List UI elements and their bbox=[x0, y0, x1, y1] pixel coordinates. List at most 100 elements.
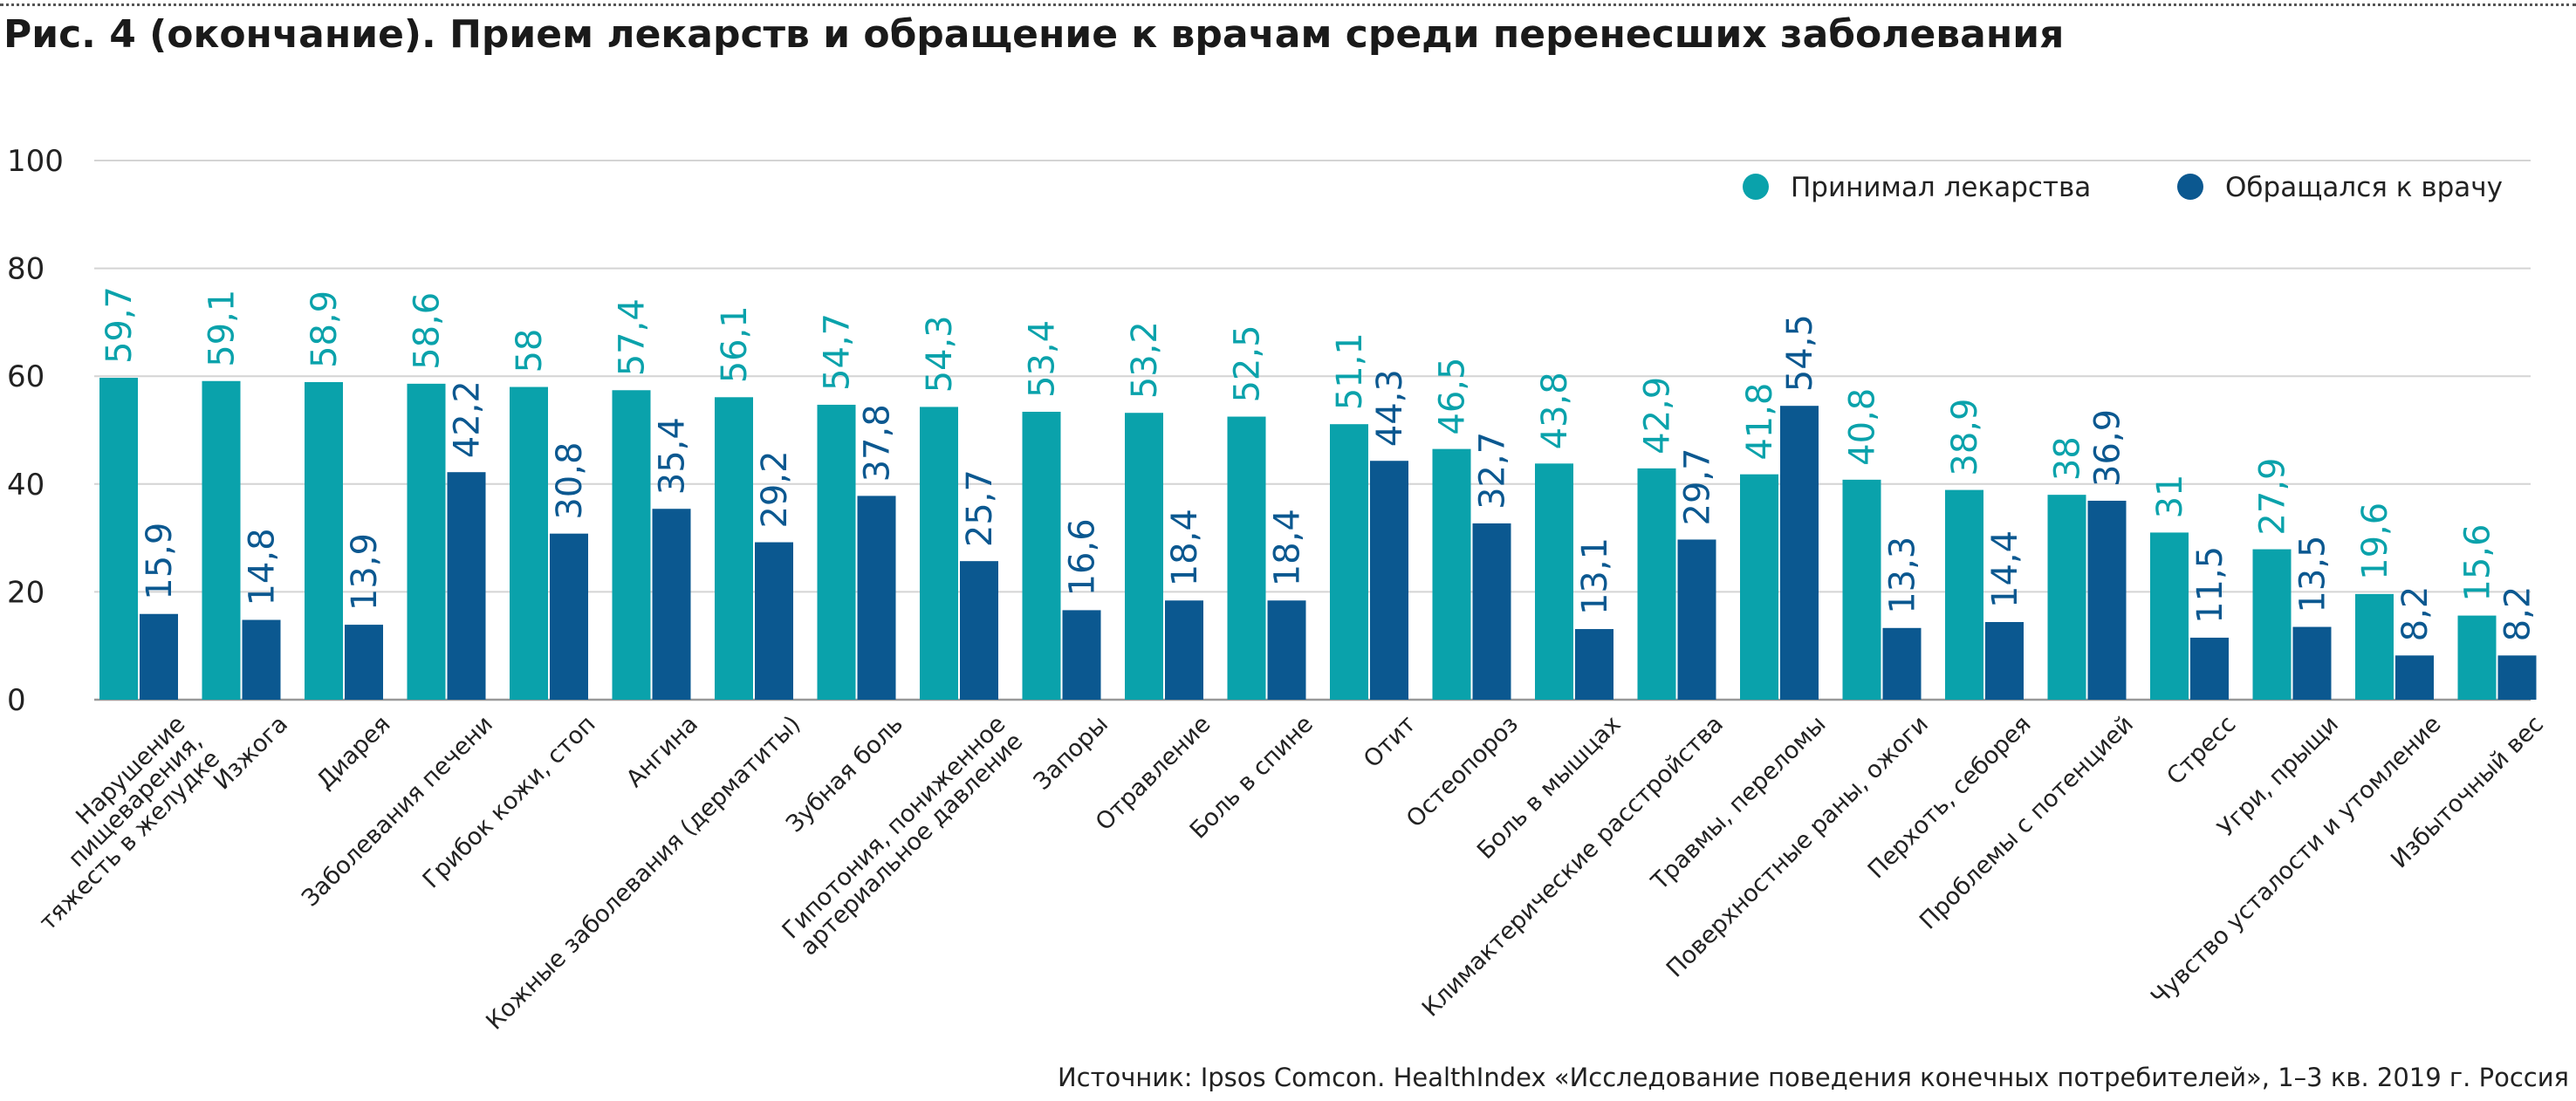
bar-doctor-17 bbox=[1882, 627, 1922, 700]
source-note: Источник: Ipsos Comcon. HealthIndex «Исс… bbox=[1057, 1063, 2569, 1092]
value-label-doctor-3: 42,2 bbox=[448, 380, 488, 458]
category-label-line: Заболевания печени bbox=[297, 711, 498, 913]
bar-medication-1 bbox=[202, 380, 241, 700]
bar-doctor-11 bbox=[1267, 600, 1306, 700]
bar-medication-6 bbox=[715, 397, 753, 700]
category-label-20: Стресс bbox=[2162, 711, 2241, 790]
value-label-medication-20: 31 bbox=[2150, 475, 2190, 519]
y-tick-label: 100 bbox=[7, 144, 64, 179]
bar-doctor-20 bbox=[2190, 637, 2229, 700]
legend: Принимал лекарства Обращался к врачу bbox=[1743, 172, 2503, 203]
value-label-doctor-9: 16,6 bbox=[1063, 518, 1103, 596]
bar-doctor-15 bbox=[1677, 539, 1716, 700]
bar-medication-16 bbox=[1740, 474, 1778, 700]
value-label-doctor-15: 29,7 bbox=[1678, 448, 1718, 525]
category-label-line: Травмы, переломы bbox=[1646, 711, 1831, 896]
category-label-3: Заболевания печени bbox=[297, 711, 498, 913]
value-label-doctor-21: 13,5 bbox=[2293, 536, 2333, 613]
y-tick-label: 0 bbox=[7, 683, 26, 718]
value-label-doctor-22: 8,2 bbox=[2395, 586, 2436, 642]
value-label-doctor-8: 25,7 bbox=[960, 469, 1000, 547]
category-label-line: Изжога bbox=[209, 711, 293, 796]
value-label-doctor-6: 29,2 bbox=[755, 450, 795, 528]
category-label-line: Отит bbox=[1359, 711, 1422, 774]
bar-doctor-23 bbox=[2497, 655, 2537, 700]
value-label-medication-11: 52,5 bbox=[1228, 325, 1268, 402]
bar-doctor-19 bbox=[2087, 500, 2127, 700]
bar-medication-7 bbox=[817, 404, 856, 700]
bar-doctor-4 bbox=[550, 533, 588, 700]
value-label-medication-23: 15,6 bbox=[2458, 524, 2498, 602]
value-label-medication-21: 27,9 bbox=[2253, 458, 2293, 536]
page-title: Рис. 4 (окончание). Прием лекарств и обр… bbox=[3, 12, 2065, 57]
value-label-medication-8: 54,3 bbox=[920, 315, 960, 393]
bar-medication-0 bbox=[99, 378, 138, 700]
y-tick-label: 40 bbox=[7, 468, 45, 503]
category-label-12: Отит bbox=[1359, 711, 1422, 774]
bar-medication-17 bbox=[1842, 479, 1881, 700]
bar-medication-18 bbox=[1945, 489, 1983, 700]
value-label-doctor-10: 18,4 bbox=[1165, 509, 1205, 586]
bar-medication-3 bbox=[407, 383, 446, 700]
value-label-doctor-7: 37,8 bbox=[858, 404, 898, 482]
value-label-doctor-5: 35,4 bbox=[653, 417, 693, 495]
value-label-doctor-16: 54,5 bbox=[1780, 314, 1820, 392]
value-label-doctor-0: 15,9 bbox=[140, 523, 180, 600]
top-dotted-rule bbox=[0, 3, 2576, 6]
category-label-line: Ангина bbox=[621, 711, 703, 793]
value-label-doctor-4: 30,8 bbox=[550, 442, 590, 520]
value-label-medication-14: 43,8 bbox=[1535, 372, 1575, 449]
bar-medication-15 bbox=[1637, 468, 1676, 700]
bar-medication-5 bbox=[612, 390, 651, 700]
bar-medication-4 bbox=[510, 386, 548, 700]
category-label-9: Запоры bbox=[1029, 711, 1113, 796]
value-label-doctor-13: 32,7 bbox=[1473, 432, 1513, 509]
bars bbox=[99, 378, 2537, 700]
category-label-16: Травмы, переломы bbox=[1646, 711, 1831, 896]
category-label-line: Гипотония, пониженное bbox=[778, 711, 1011, 945]
bar-medication-21 bbox=[2252, 549, 2292, 700]
bar-doctor-10 bbox=[1165, 600, 1203, 700]
value-label-doctor-14: 13,1 bbox=[1575, 537, 1615, 615]
bar-doctor-7 bbox=[857, 496, 896, 700]
category-label-5: Ангина bbox=[621, 711, 703, 793]
bar-medication-9 bbox=[1022, 411, 1061, 700]
bar-doctor-18 bbox=[1985, 622, 2024, 700]
legend-label-0: Принимал лекарства bbox=[1791, 172, 2091, 203]
value-label-doctor-23: 8,2 bbox=[2498, 586, 2538, 642]
category-labels: Нарушениепищеварения,тяжесть в желудкеИз… bbox=[0, 711, 2549, 1036]
bar-doctor-16 bbox=[1780, 406, 1819, 700]
value-label-medication-0: 59,7 bbox=[99, 286, 140, 364]
category-label-8: Гипотония, пониженноеартериальное давлен… bbox=[778, 711, 1029, 962]
value-label-medication-3: 58,6 bbox=[408, 292, 448, 370]
value-label-doctor-12: 44,3 bbox=[1370, 369, 1410, 447]
value-label-medication-1: 59,1 bbox=[202, 290, 243, 367]
bar-doctor-6 bbox=[755, 542, 793, 700]
y-axis-ticks: 0 20 40 60 80 100 bbox=[7, 144, 64, 718]
category-label-line: Стресс bbox=[2162, 711, 2241, 790]
bar-medication-2 bbox=[305, 381, 343, 700]
bar-medication-23 bbox=[2457, 615, 2497, 700]
value-label-medication-17: 40,8 bbox=[1843, 388, 1883, 466]
value-label-medication-18: 38,9 bbox=[1945, 399, 1985, 476]
category-label-1: Изжога bbox=[209, 711, 293, 796]
category-label-line: артериальное давление bbox=[795, 728, 1028, 961]
y-tick-label: 80 bbox=[7, 252, 45, 287]
bar-doctor-0 bbox=[140, 613, 178, 700]
bar-doctor-21 bbox=[2292, 626, 2332, 700]
category-label-line: Запоры bbox=[1029, 711, 1113, 796]
value-label-medication-9: 53,4 bbox=[1023, 320, 1063, 398]
bar-doctor-1 bbox=[242, 619, 281, 700]
category-label-4: Грибок кожи, стоп bbox=[418, 711, 601, 894]
category-label-line: Диарея bbox=[312, 711, 395, 795]
bar-medication-14 bbox=[1535, 463, 1573, 700]
category-label-0: Нарушениепищеварения,тяжесть в желудке bbox=[0, 711, 225, 936]
value-label-medication-2: 58,9 bbox=[305, 291, 345, 368]
value-label-medication-7: 54,7 bbox=[818, 313, 858, 391]
bar-doctor-22 bbox=[2395, 655, 2434, 700]
category-label-line: Проблемы с потенцией bbox=[1915, 711, 2139, 935]
value-label-medication-16: 41,8 bbox=[1740, 383, 1780, 461]
value-label-medication-4: 58 bbox=[510, 329, 550, 373]
bar-doctor-14 bbox=[1575, 629, 1613, 700]
bar-doctor-9 bbox=[1062, 610, 1101, 700]
